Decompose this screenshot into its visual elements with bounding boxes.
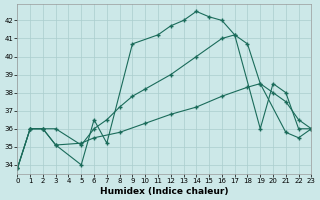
X-axis label: Humidex (Indice chaleur): Humidex (Indice chaleur) <box>100 187 228 196</box>
